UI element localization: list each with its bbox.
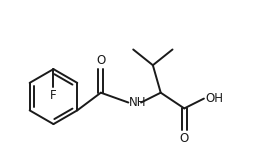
Text: NH: NH	[129, 96, 147, 109]
Text: F: F	[50, 89, 57, 102]
Text: OH: OH	[205, 92, 223, 105]
Text: O: O	[180, 132, 189, 145]
Text: O: O	[96, 54, 105, 67]
